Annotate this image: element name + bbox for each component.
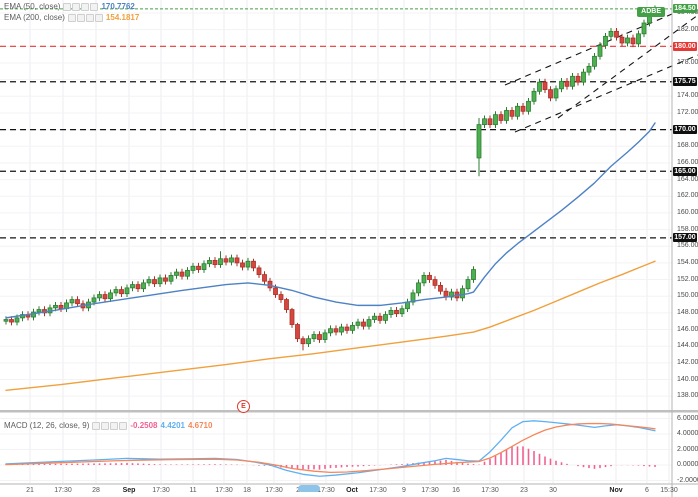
last-price-badge: 184.50	[673, 4, 697, 14]
price-tick-label: 142.00	[677, 358, 698, 366]
time-tick-label: 18	[243, 487, 251, 494]
macd-tick-label: -2.0000	[677, 476, 698, 484]
level-price-badge: 170.00	[673, 125, 697, 135]
time-tick-label: 9	[402, 487, 406, 494]
time-tick-label: 17:30	[54, 487, 72, 494]
time-tick-label: 17:30	[481, 487, 499, 494]
price-tick-label: 144.00	[677, 342, 698, 350]
macd-tick-label: 6.0000	[677, 414, 698, 422]
time-tick-label: Nov	[609, 487, 623, 494]
level-price-badge: 165.00	[673, 166, 697, 176]
price-tick-label: 158.00	[677, 225, 698, 233]
macd-tick-label: 2.0000	[677, 445, 698, 453]
legend-ema50-value: 170.7762	[101, 2, 135, 11]
time-tick-label: 16	[452, 487, 460, 494]
time-tick-label: 6	[645, 487, 649, 494]
legend-macd-hist-value: -0.2508	[130, 421, 158, 430]
price-tick-label: 178.00	[677, 58, 698, 66]
price-tick-label: 140.00	[677, 375, 698, 383]
price-tick-label: 148.00	[677, 308, 698, 316]
macd-tick-label: 0.0000	[677, 461, 698, 468]
legend-macd-signal-value: 4.6710	[187, 421, 213, 430]
symbol-label: ADBE	[637, 7, 665, 17]
price-tick-label: 138.00	[677, 392, 698, 400]
time-tick-label: 21	[26, 487, 34, 494]
time-tick-label: 28	[92, 487, 100, 494]
price-tick-label: 182.00	[677, 25, 698, 33]
price-tick-label: 166.00	[677, 158, 698, 166]
legend-action-buttons[interactable]	[67, 13, 103, 22]
time-tick-label: 23	[520, 487, 528, 494]
legend-action-buttons[interactable]	[92, 421, 128, 430]
time-tick-label: 15:30	[660, 487, 678, 494]
price-tick-label: 160.00	[677, 208, 698, 216]
time-tick-label: Oct	[346, 487, 358, 494]
legend-macd-line-value: 4.4201	[160, 421, 185, 430]
time-tick-label: 17:30	[317, 487, 335, 494]
price-tick-label: 172.00	[677, 108, 698, 116]
price-tick-label: 174.00	[677, 92, 698, 100]
macd-tick-label: 4.0000	[677, 430, 698, 437]
time-tick-label: 17:30	[152, 487, 170, 494]
price-tick-label: 162.00	[677, 192, 698, 200]
legend-ema200-title: EMA (200, close)	[4, 13, 65, 22]
time-tick-label: Sep	[122, 487, 136, 494]
time-tick-label: 17:30	[421, 487, 439, 494]
legend-ema50: EMA (50, close) 170.7762	[4, 2, 135, 11]
time-tick-label: 11	[189, 487, 197, 494]
price-tick-label: 150.00	[677, 292, 698, 300]
legend-macd: MACD (12, 26, close, 9) -0.2508 4.4201 4…	[4, 421, 212, 430]
logo-mark	[298, 485, 320, 492]
time-tick-label: 17:30	[369, 487, 387, 494]
legend-ema50-title: EMA (50, close)	[4, 2, 61, 11]
legend-ema200: EMA (200, close) 154.1817	[4, 13, 139, 22]
legend-ema200-value: 154.1817	[105, 13, 140, 22]
price-tick-label: 156.00	[677, 242, 698, 250]
legend-action-buttons[interactable]	[63, 2, 99, 11]
earnings-icon[interactable]: E	[237, 400, 250, 413]
level-price-badge: 157.00	[673, 233, 697, 243]
alert-price-badge: 180.00	[673, 41, 697, 51]
time-tick-label: 17:30	[265, 487, 283, 494]
price-tick-label: 146.00	[677, 325, 698, 333]
legend-macd-title: MACD (12, 26, close, 9)	[4, 421, 90, 430]
price-tick-label: 154.00	[677, 258, 698, 266]
time-tick-label: 30	[549, 487, 557, 494]
price-tick-label: 164.00	[677, 175, 698, 183]
price-tick-label: 152.00	[677, 275, 698, 283]
level-price-badge: 175.75	[673, 77, 697, 87]
time-tick-label: 17:30	[215, 487, 233, 494]
price-tick-label: 168.00	[677, 142, 698, 150]
